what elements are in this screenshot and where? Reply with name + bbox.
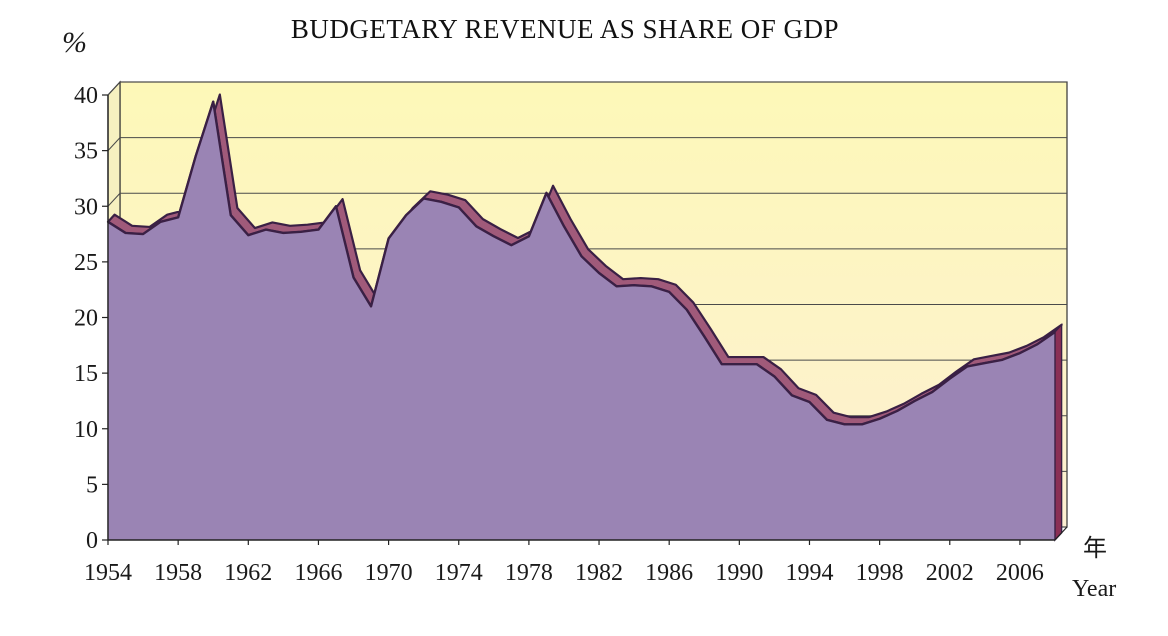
data-point (422, 197, 425, 200)
x-axis-unit-cn: 年 (1083, 534, 1107, 562)
data-point (738, 363, 741, 366)
y-axis-unit: % (62, 26, 87, 59)
chart-title: BUDGETARY REVENUE AS SHARE OF GDP (291, 14, 839, 44)
data-point (650, 285, 653, 288)
data-point (826, 419, 828, 421)
data-point (720, 363, 723, 366)
y-tick-label: 40 (74, 83, 98, 109)
data-point (247, 234, 250, 236)
area-series (108, 101, 1055, 541)
data-point (370, 305, 372, 308)
x-tick-labels: 1954 1958 1962 1966 1970 1974 1978 1982 1986 1990… (84, 560, 1044, 586)
area-end-face (1054, 323, 1063, 542)
data-point (387, 237, 390, 240)
y-tick-label: 10 (74, 417, 98, 443)
data-point (457, 206, 460, 209)
x-tick-label: 1994 (785, 560, 833, 586)
x-axis-depth (1054, 526, 1068, 541)
gridline-depth (107, 137, 121, 151)
data-point (124, 232, 127, 234)
x-tick-label: 1990 (715, 560, 763, 586)
y-tick-label: 15 (74, 361, 98, 387)
data-point (300, 231, 302, 233)
data-point (984, 362, 986, 364)
data-point (317, 228, 320, 231)
data-point (475, 225, 478, 228)
data-point (563, 225, 565, 228)
data-point (703, 335, 706, 338)
data-point (229, 214, 232, 216)
x-axis-unit: Year (1072, 576, 1116, 602)
gridline-depth (107, 81, 121, 96)
data-point (142, 233, 144, 235)
data-point (615, 285, 618, 288)
data-point (580, 255, 583, 258)
data-point (194, 155, 197, 157)
x-tick-label: 1954 (84, 560, 132, 586)
data-point (159, 221, 162, 223)
data-point (773, 375, 776, 378)
data-point (948, 377, 951, 380)
data-point (1036, 343, 1039, 346)
data-point (598, 272, 600, 274)
y-tick-labels: 0 5 10 15 20 25 30 35 40 (74, 83, 98, 554)
data-point (913, 400, 916, 402)
data-point (1001, 358, 1004, 361)
data-point (212, 100, 215, 103)
data-point (510, 244, 513, 246)
x-tick-label: 1974 (435, 560, 483, 586)
axis-layer (102, 94, 1068, 545)
data-point (1019, 352, 1021, 354)
x-tick-label: 1958 (154, 560, 202, 586)
data-point (493, 235, 495, 238)
data-point (791, 394, 793, 397)
x-tick-label: 2002 (926, 560, 974, 586)
y-tick-label: 30 (74, 194, 98, 220)
x-tick-label: 2006 (996, 560, 1044, 586)
data-point (440, 201, 443, 203)
data-point (528, 235, 530, 238)
x-tick-label: 1982 (575, 560, 623, 586)
data-point (966, 365, 969, 368)
y-tick-label: 35 (74, 139, 98, 165)
data-point (668, 291, 670, 293)
data-point (335, 205, 337, 208)
y-tick-label: 20 (74, 306, 98, 332)
x-tick-label: 1986 (645, 560, 693, 586)
data-point (265, 228, 267, 231)
x-tick-label: 1978 (505, 560, 553, 586)
data-point (352, 276, 355, 279)
data-point (405, 214, 407, 216)
gridline-depth (107, 192, 121, 207)
data-point (808, 401, 811, 403)
data-point (843, 423, 846, 426)
data-point (756, 363, 758, 366)
data-point (931, 391, 934, 393)
data-point (878, 417, 881, 420)
data-point (282, 232, 285, 234)
x-tick-label: 1998 (856, 560, 904, 586)
data-point (545, 192, 548, 194)
y-tick-label: 25 (74, 250, 98, 276)
data-point (861, 423, 863, 426)
x-tick-label: 1966 (294, 560, 342, 586)
data-point (177, 216, 179, 219)
x-tick-label: 1962 (224, 560, 272, 586)
data-point (1054, 331, 1056, 333)
x-tick-label: 1970 (365, 560, 413, 586)
data-point (896, 410, 898, 412)
data-point (685, 308, 688, 311)
y-tick-label: 5 (86, 472, 98, 498)
data-point (633, 284, 635, 287)
y-tick-label: 0 (86, 528, 98, 554)
